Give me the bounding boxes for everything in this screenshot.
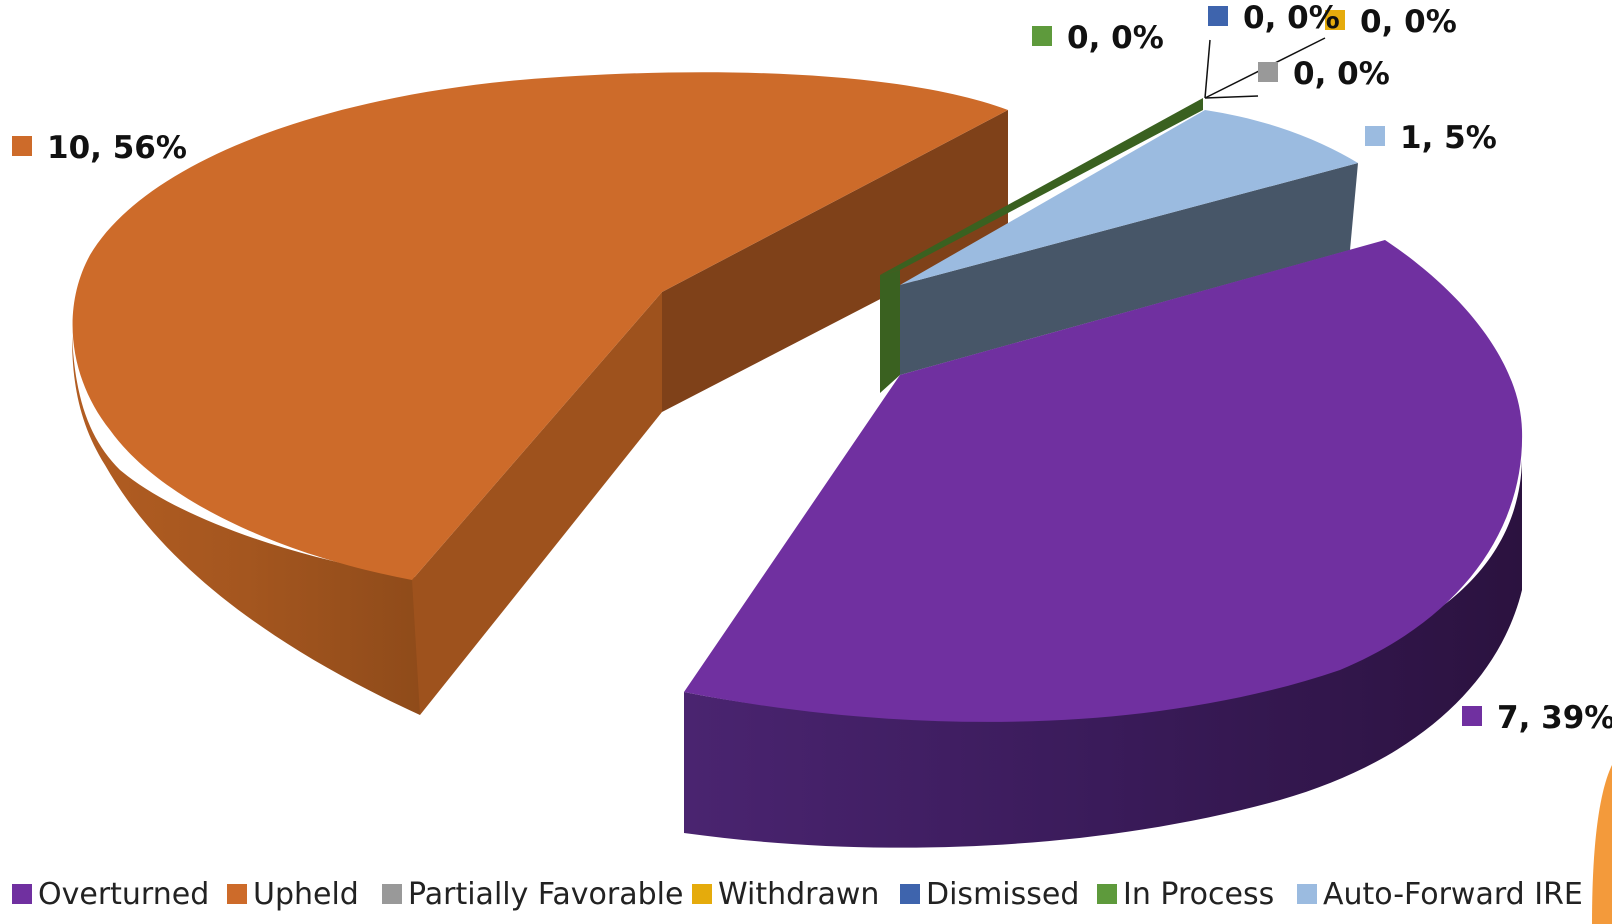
legend-item-auto-forward-ire: Auto-Forward IRE — [1297, 877, 1583, 912]
legend-label: Withdrawn — [718, 877, 879, 912]
legend: Overturned Upheld Partially Favorable Withd… — [12, 877, 1583, 912]
slice-auto-forward-ire[interactable] — [900, 110, 1358, 375]
slice-auto-forward-ire-top — [900, 110, 1358, 285]
data-label-upheld: 10, 56% — [12, 130, 187, 166]
legend-label: In Process — [1123, 877, 1274, 912]
data-label-swatch — [12, 136, 32, 156]
legend-item-overturned: Overturned — [12, 877, 209, 912]
slice-in-process[interactable] — [880, 98, 1203, 393]
data-label-text: 0, 0% — [1293, 56, 1390, 92]
decorative-corner-shape — [1592, 765, 1612, 924]
data-label-text: 7, 39% — [1497, 700, 1612, 736]
legend-item-withdrawn: Withdrawn — [692, 877, 879, 912]
data-label-swatch — [1258, 62, 1278, 82]
legend-label: Upheld — [253, 877, 359, 912]
legend-swatch — [382, 884, 402, 904]
data-label-overturned: 7, 39% — [1462, 700, 1612, 736]
legend-label: Overturned — [38, 877, 209, 912]
data-label-swatch — [1208, 6, 1228, 26]
slice-in-process-top — [880, 98, 1203, 275]
legend-swatch — [900, 884, 920, 904]
legend-swatch — [1097, 884, 1117, 904]
slice-upheld[interactable] — [72, 72, 1009, 715]
slice-auto-forward-ire-wall — [900, 163, 1358, 375]
data-label-swatch — [1032, 26, 1052, 46]
data-label-in-process: 0, 0% — [1032, 20, 1164, 56]
leader-line-partially-favorable — [1204, 95, 1259, 99]
data-label-swatch — [1365, 126, 1385, 146]
legend-label: Auto-Forward IRE — [1323, 877, 1583, 912]
legend-item-partially-favorable: Partially Favorable — [382, 877, 683, 912]
legend-item-upheld: Upheld — [227, 877, 359, 912]
data-label-swatch — [1325, 10, 1345, 30]
slice-overturned-side — [684, 460, 1522, 848]
data-label-text: 10, 56% — [47, 130, 187, 166]
slice-in-process-wall — [880, 270, 900, 393]
slice-upheld-side — [72, 335, 420, 715]
data-labels: 7, 39% 10, 56% 0, 0% 0, 0% 0, 0% 0, 0% 1, 5% — [12, 0, 1612, 736]
legend-item-in-process: In Process — [1097, 877, 1274, 912]
legend-item-dismissed: Dismissed — [900, 877, 1079, 912]
slice-upheld-cut-wall — [662, 110, 1008, 412]
data-label-partially-favorable: 0, 0% — [1258, 56, 1390, 92]
legend-label: Partially Favorable — [408, 877, 683, 912]
data-label-auto-forward-ire: 1, 5% — [1365, 120, 1497, 156]
legend-swatch — [692, 884, 712, 904]
leader-line-dismissed — [1204, 39, 1211, 99]
slice-upheld-top — [72, 72, 1009, 580]
data-label-swatch — [1462, 706, 1482, 726]
slice-overturned-top — [684, 240, 1523, 722]
legend-swatch — [227, 884, 247, 904]
legend-swatch — [1297, 884, 1317, 904]
data-label-text: 0, 0% — [1360, 4, 1457, 40]
data-label-text: 1, 5% — [1400, 120, 1497, 156]
data-label-text: 0, 0% — [1243, 0, 1340, 36]
data-label-dismissed: 0, 0% — [1208, 0, 1340, 36]
data-label-text: 0, 0% — [1067, 20, 1164, 56]
slice-upheld-inner-wall — [412, 292, 662, 715]
legend-label: Dismissed — [926, 877, 1079, 912]
legend-swatch — [12, 884, 32, 904]
slice-overturned[interactable] — [684, 240, 1523, 848]
data-label-withdrawn: 0, 0% — [1325, 4, 1457, 40]
